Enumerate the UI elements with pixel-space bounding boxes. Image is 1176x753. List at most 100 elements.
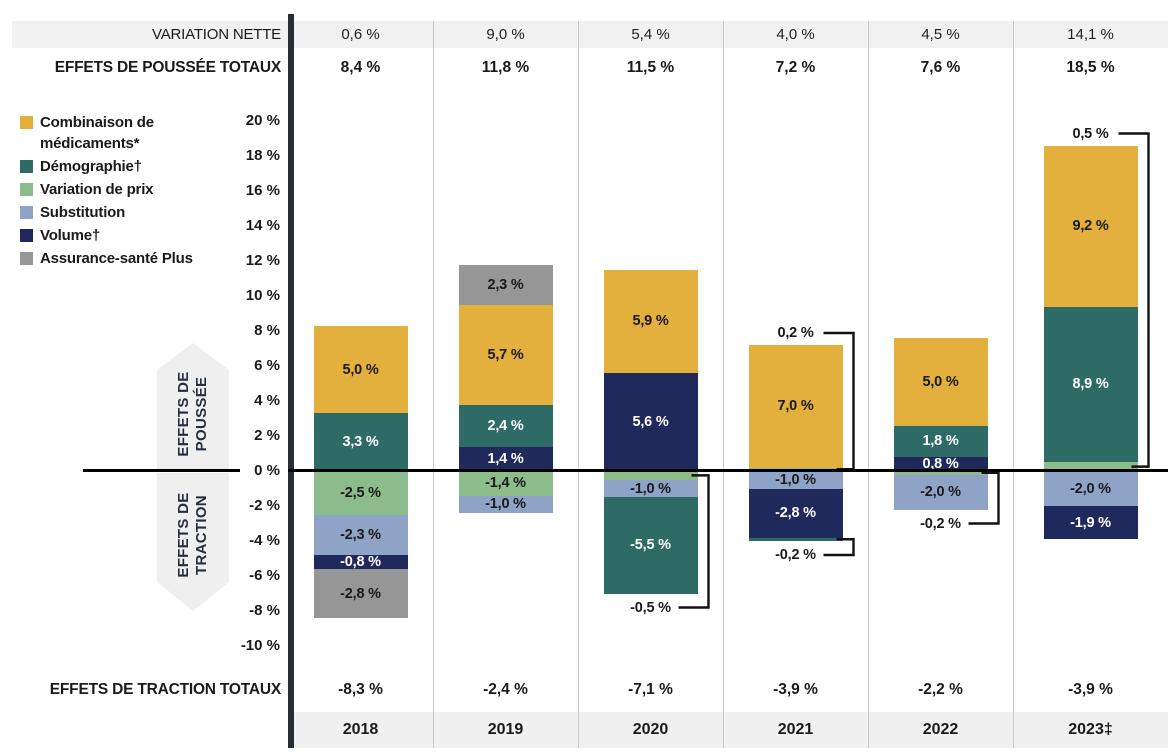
- callout-label-demographie: -0,2 %: [775, 547, 816, 563]
- pull-total-value-2023‡: -3,9 %: [1068, 681, 1113, 698]
- column-separator-5: [1013, 21, 1014, 748]
- bar-segment-combinaison: 7,0 %: [748, 345, 843, 468]
- push-totals-row-label: EFFETS DE POUSSÉE TOTAUX: [54, 59, 282, 76]
- variation-row-band: [12, 21, 1168, 48]
- y-tick-2: 2 %: [254, 427, 280, 444]
- legend-item-combinaison: Combinaison de médicaments*: [20, 112, 218, 154]
- push-total-value-2018: 8,4 %: [340, 59, 381, 76]
- bar-segment-substitution: -1,0 %: [458, 495, 553, 513]
- bar-segment-substitution: -1,0 %: [748, 471, 843, 489]
- pull-effects-arrow: EFFETS DE TRACTION: [157, 473, 229, 611]
- bar-segment-demographie: 2,4 %: [458, 404, 553, 447]
- y-tick-12: 12 %: [245, 252, 280, 269]
- bar-segment-demographie: [748, 537, 843, 541]
- y-tick-16: 16 %: [245, 182, 280, 199]
- callout-label-variation_prix: 0,5 %: [1072, 125, 1109, 142]
- y-tick-18: 18 %: [245, 147, 280, 164]
- bar-segment-variation_prix: [603, 471, 698, 480]
- push-total-value-2019: 11,8 %: [481, 59, 530, 76]
- legend-label-variation_prix: Variation de prix: [40, 181, 154, 198]
- column-separator-3: [723, 21, 724, 748]
- legend-item-variation_prix: Variation de prix: [20, 179, 218, 200]
- legend-label-demographie: Démographie†: [40, 158, 142, 175]
- bar-segment-volume: -1,9 %: [1043, 506, 1138, 540]
- bar-segment-combinaison: 9,2 %: [1043, 145, 1138, 307]
- zero-baseline-left: [83, 469, 240, 472]
- legend-label-substitution: Substitution: [40, 204, 126, 221]
- pull-total-value-2018: -8,3 %: [338, 681, 383, 698]
- bar-segment-assurance: -2,8 %: [313, 569, 408, 618]
- bar-segment-volume: 1,4 %: [458, 446, 553, 471]
- y-tick--2: -2 %: [249, 497, 280, 514]
- pull-total-value-2021: -3,9 %: [773, 681, 818, 698]
- pull-totals-row-label: EFFETS DE TRACTION TOTAUX: [49, 681, 281, 698]
- callout-label-variation_prix: -0,2 %: [920, 515, 961, 532]
- callout-label-variation_prix: -0,5 %: [630, 599, 671, 616]
- legend-swatch-assurance: [20, 252, 33, 265]
- y-tick--4: -4 %: [249, 532, 280, 549]
- bar-segment-volume: 5,6 %: [603, 373, 698, 471]
- pull-total-value-2022: -2,2 %: [918, 681, 963, 698]
- bar-segment-combinaison: 5,7 %: [458, 304, 553, 405]
- column-separator-4: [868, 21, 869, 748]
- bar-segment-variation_prix: [893, 471, 988, 475]
- legend-item-assurance: Assurance-santé Plus: [20, 248, 218, 269]
- net-variation-value-2022: 4,5 %: [921, 26, 960, 43]
- legend-label-volume: Volume†: [40, 227, 101, 244]
- bar-segment-substitution: -2,0 %: [893, 474, 988, 510]
- bar-segment-demographie: 8,9 %: [1043, 306, 1138, 463]
- y-tick-8: 8 %: [254, 322, 280, 339]
- y-tick-0: 0 %: [254, 462, 280, 479]
- bar-segment-volume: -0,8 %: [313, 554, 408, 570]
- legend: Combinaison de médicaments* Démographie† V…: [20, 112, 218, 271]
- net-variation-value-2018: 0,6 %: [341, 26, 380, 43]
- bar-segment-substitution: -1,0 %: [603, 479, 698, 498]
- axis-divider-line: [288, 14, 294, 748]
- net-variation-value-2019: 9,0 %: [486, 26, 525, 43]
- y-tick-6: 6 %: [254, 357, 280, 374]
- year-row-band: [288, 712, 1168, 748]
- callout-label-variation_prix: 0,2 %: [777, 325, 814, 341]
- legend-swatch-combinaison: [20, 116, 33, 129]
- y-tick-4: 4 %: [254, 392, 280, 409]
- column-separator-2: [578, 21, 579, 748]
- legend-swatch-demographie: [20, 160, 33, 173]
- net-variation-value-2021: 4,0 %: [776, 26, 815, 43]
- legend-swatch-substitution: [20, 206, 33, 219]
- bar-segment-variation_prix: -1,4 %: [458, 471, 553, 496]
- year-label-2019: 2019: [487, 721, 524, 738]
- net-variation-value-2020: 5,4 %: [631, 26, 670, 43]
- net-variation-row-label: VARIATION NETTE: [152, 26, 281, 43]
- bar-segment-volume: 0,8 %: [893, 456, 988, 472]
- y-tick-10: 10 %: [245, 287, 280, 304]
- push-total-value-2021: 7,2 %: [775, 59, 816, 76]
- push-total-value-2023‡: 18,5 %: [1066, 59, 1115, 76]
- y-tick--8: -8 %: [249, 602, 280, 619]
- net-variation-value-2023‡: 14,1 %: [1067, 26, 1114, 43]
- push-effects-arrow: EFFETS DE POUSSÉE: [157, 343, 229, 471]
- zero-baseline: [288, 469, 1168, 472]
- y-tick-20: 20 %: [245, 112, 280, 129]
- bar-segment-demographie: -5,5 %: [603, 497, 698, 594]
- y-tick-14: 14 %: [245, 217, 280, 234]
- column-separator-1: [433, 21, 434, 748]
- y-tick--10: -10 %: [240, 637, 280, 654]
- bar-segment-combinaison: 5,9 %: [603, 269, 698, 373]
- legend-item-volume: Volume†: [20, 225, 218, 246]
- bar-segment-demographie: 3,3 %: [313, 413, 408, 471]
- y-tick--6: -6 %: [249, 567, 280, 584]
- year-label-2023‡: 2023‡: [1068, 721, 1113, 738]
- bar-segment-demographie: 1,8 %: [893, 425, 988, 457]
- legend-item-demographie: Démographie†: [20, 156, 218, 177]
- legend-label-combinaison: Combinaison de médicaments*: [40, 114, 154, 152]
- bar-segment-substitution: -2,3 %: [313, 514, 408, 555]
- bar-segment-variation_prix: [1043, 462, 1138, 471]
- legend-swatch-variation_prix: [20, 183, 33, 196]
- bar-segment-combinaison: 5,0 %: [313, 325, 408, 414]
- year-label-2020: 2020: [632, 721, 669, 738]
- bar-segment-combinaison: 5,0 %: [893, 338, 988, 426]
- year-label-2022: 2022: [922, 721, 959, 738]
- year-label-2021: 2021: [777, 721, 814, 738]
- legend-label-assurance: Assurance-santé Plus: [40, 250, 193, 267]
